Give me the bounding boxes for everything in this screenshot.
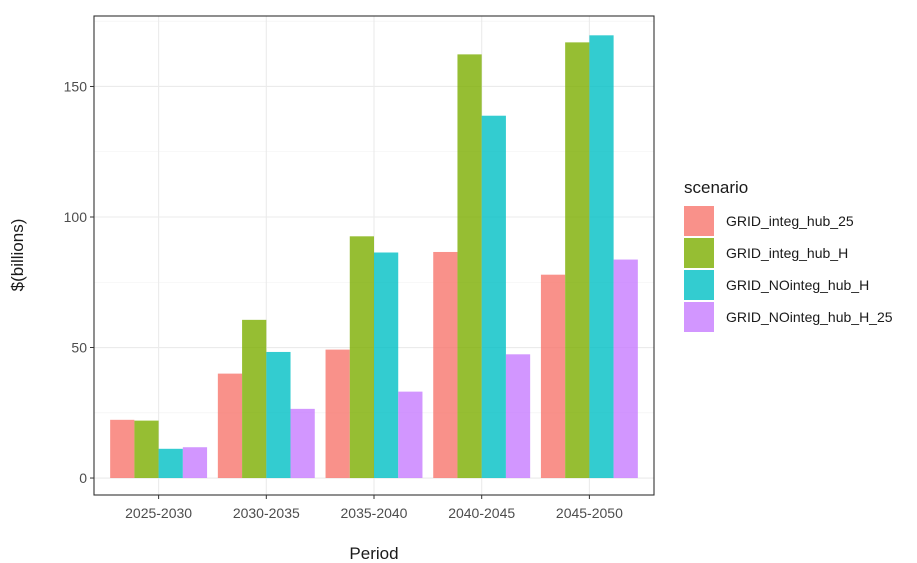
bar xyxy=(457,54,482,479)
bar xyxy=(325,349,350,479)
x-tick-label: 2040-2045 xyxy=(448,505,515,521)
legend-key xyxy=(684,238,714,268)
x-tick-label: 2035-2040 xyxy=(341,505,408,521)
bar xyxy=(565,42,590,479)
bar xyxy=(398,391,423,479)
y-tick-label: 0 xyxy=(79,470,87,486)
legend-title: scenario xyxy=(684,178,748,197)
legend: scenario GRID_integ_hub_25GRID_integ_hub… xyxy=(684,178,893,332)
legend-key xyxy=(684,302,714,332)
bar xyxy=(481,115,506,479)
y-axis: 0 50 100 150 xyxy=(64,78,94,486)
x-tick-label: 2025-2030 xyxy=(125,505,192,521)
bar xyxy=(266,351,291,479)
bar xyxy=(613,259,638,479)
bar xyxy=(242,319,267,479)
legend-label: GRID_NOinteg_hub_H_25 xyxy=(726,309,893,325)
legend-key xyxy=(684,206,714,236)
bar xyxy=(540,274,566,479)
legend-label: GRID_integ_hub_H xyxy=(726,245,848,261)
bars xyxy=(110,35,638,479)
legend-label: GRID_integ_hub_25 xyxy=(726,213,854,229)
y-tick-label: 100 xyxy=(64,209,88,225)
x-axis-title: Period xyxy=(349,544,398,563)
bar xyxy=(374,252,399,479)
x-axis: 2025-2030 2030-2035 2035-2040 2040-2045 2045… xyxy=(125,495,623,521)
bar xyxy=(505,354,531,479)
legend-label: GRID_NOinteg_hub_H xyxy=(726,277,869,293)
bar xyxy=(134,420,159,479)
bar xyxy=(182,447,208,479)
y-axis-title: $(billions) xyxy=(8,219,27,292)
legend-items: GRID_integ_hub_25 GRID_integ_hub_H GRID_NO… xyxy=(684,206,893,332)
bar xyxy=(433,251,458,479)
bar xyxy=(349,236,374,479)
bar xyxy=(110,419,135,479)
y-tick-label: 150 xyxy=(64,78,88,94)
x-tick-label: 2045-2050 xyxy=(556,505,623,521)
bar xyxy=(158,448,183,479)
bar xyxy=(290,408,315,479)
bar xyxy=(589,35,614,479)
x-tick-label: 2030-2035 xyxy=(233,505,300,521)
bar xyxy=(217,373,243,479)
legend-key xyxy=(684,270,714,300)
y-tick-label: 50 xyxy=(71,340,87,356)
